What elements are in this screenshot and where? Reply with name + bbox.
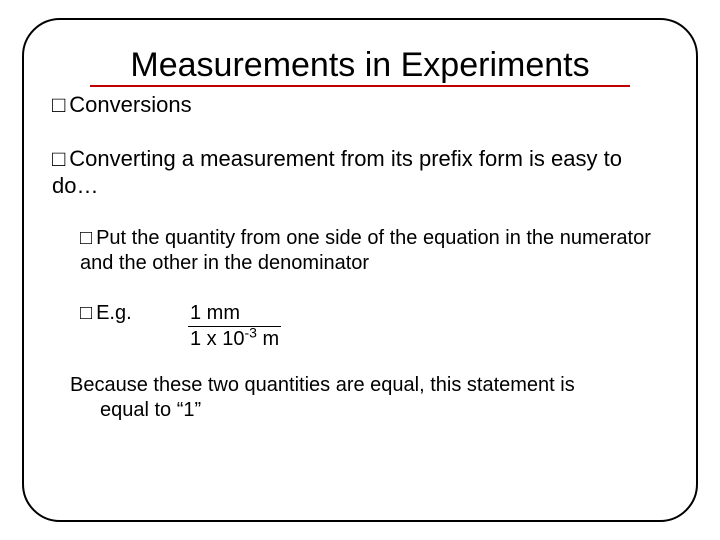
bullet-text: Put the quantity from one side of the eq… bbox=[80, 227, 651, 274]
den-exponent: -3 bbox=[244, 324, 256, 340]
bullet-text: Converting a measurement from its prefix… bbox=[52, 146, 622, 199]
square-bullet-icon: □ bbox=[52, 94, 65, 116]
bullet-text: Conversions bbox=[69, 92, 191, 117]
fraction-numerator: 1 mm bbox=[188, 302, 281, 327]
fraction: 1 mm 1 x 10-3 m bbox=[188, 302, 281, 351]
fraction-denominator: 1 x 10-3 m bbox=[188, 327, 281, 351]
example-label: □E.g. bbox=[80, 302, 158, 325]
slide-frame: Measurements in Experiments □Conversions… bbox=[22, 18, 698, 522]
slide: Measurements in Experiments □Conversions… bbox=[0, 0, 720, 540]
title-text: Measurements in Experiments bbox=[130, 46, 589, 84]
example-row: □E.g. 1 mm 1 x 10-3 m bbox=[80, 302, 668, 351]
closing-text: Because these two quantities are equal, … bbox=[70, 373, 668, 423]
title-underline bbox=[90, 85, 630, 87]
square-bullet-icon: □ bbox=[80, 303, 92, 323]
den-suffix: m bbox=[257, 328, 279, 350]
bullet-conversions: □Conversions bbox=[52, 91, 668, 119]
bullet-converting: □Converting a measurement from its prefi… bbox=[52, 145, 668, 200]
closing-line2: equal to “1” bbox=[100, 398, 668, 423]
bullet-put-quantity: □Put the quantity from one side of the e… bbox=[80, 226, 668, 276]
slide-title: Measurements in Experiments bbox=[52, 46, 668, 87]
square-bullet-icon: □ bbox=[80, 228, 92, 248]
den-prefix: 1 x 10 bbox=[190, 328, 244, 350]
eg-text: E.g. bbox=[96, 302, 132, 324]
closing-line1: Because these two quantities are equal, … bbox=[70, 373, 668, 398]
square-bullet-icon: □ bbox=[52, 148, 65, 170]
